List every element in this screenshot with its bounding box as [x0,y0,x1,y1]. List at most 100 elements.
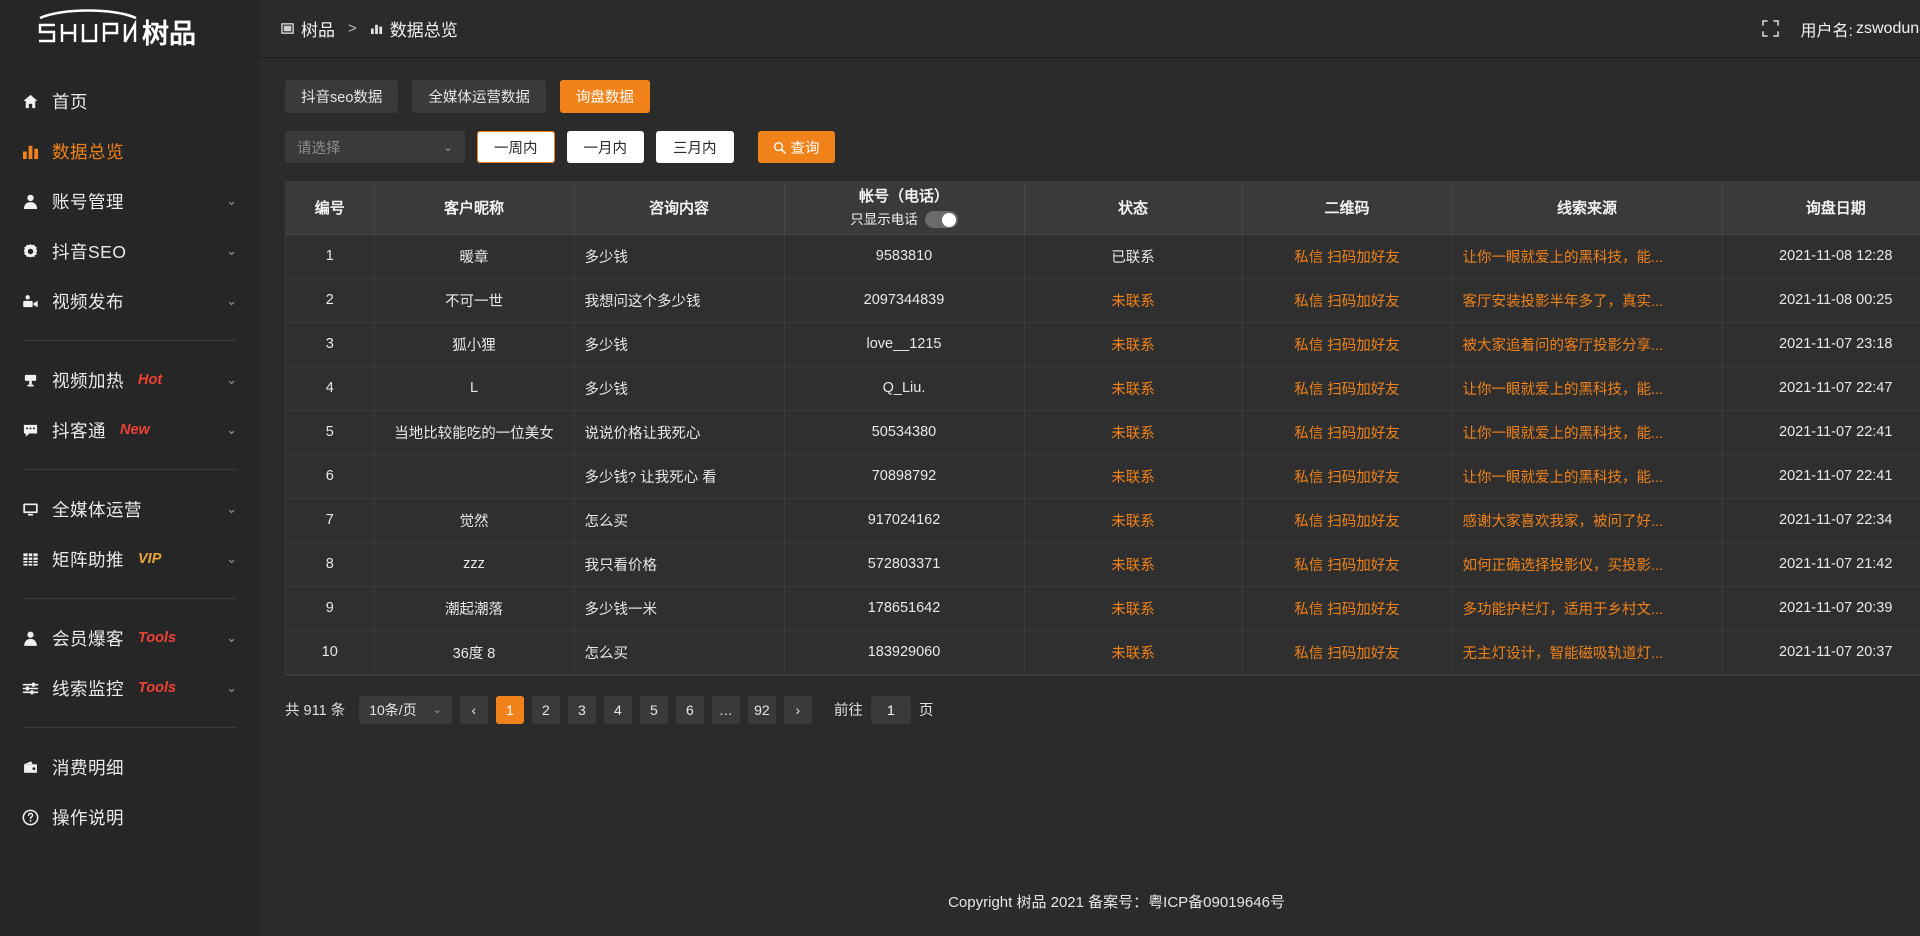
pagination-page-2[interactable]: 2 [531,695,560,724]
user-label: 用户名: [1800,22,1853,40]
table-body: 1 暖章 多少钱 9583810 已联系 私信 扫码加好友 让你一眼就爱上的黑科技，能...… [286,234,1920,675]
sidebar-item-6[interactable]: 抖客通 New ⌄ [0,405,259,455]
table-row: 2 不可一世 我想问这个多少钱 2097344839 未联系 私信 扫码加好友 客厅安装投影… [286,278,1920,323]
phone-only-toggle[interactable] [924,211,958,229]
cell-source[interactable]: 让你一眼就爱上的黑科技，能... [1452,454,1723,499]
sidebar-item-3[interactable]: 抖音SEO ⌄ [0,226,259,276]
pagination-page-3[interactable]: 3 [567,695,596,724]
search-button[interactable]: 查询 [757,131,835,163]
select-account[interactable]: 请选择 ⌄ [285,131,465,163]
sidebar-divider [22,598,237,599]
sidebar-item-badge: New [120,422,150,438]
sidebar-item-10[interactable]: 线索监控 Tools ⌄ [0,663,259,713]
sidebar-item-label: 视频加热 [52,370,124,391]
pagination-goto-label: 前往 [833,703,863,719]
member-icon [22,630,48,647]
cell-date: 2021-11-07 22:41 [1722,410,1920,455]
pagination-page-5[interactable]: 5 [639,695,668,724]
user-name: zswodun88 [1855,19,1920,37]
cell-qrcode[interactable]: 私信 扫码加好友 [1242,542,1453,587]
brand-logo[interactable]: 树品 [0,0,259,58]
cell-source[interactable]: 让你一眼就爱上的黑科技，能... [1452,234,1723,279]
cell-status: 未联系 [1024,278,1243,323]
sidebar-item-label: 视频发布 [52,291,124,312]
cell-source[interactable]: 感谢大家喜欢我家，被问了好... [1452,498,1723,543]
cell-qrcode[interactable]: 私信 扫码加好友 [1242,322,1453,367]
cell-status: 未联系 [1024,454,1243,499]
cell-nickname: 觉然 [374,498,575,543]
pagination-page-6[interactable]: 6 [675,695,704,724]
cell-source[interactable]: 多功能护栏灯，适用于乡村文... [1452,586,1723,631]
cell-status: 未联系 [1024,322,1243,367]
cell-source[interactable]: 被大家追着问的客厅投影分享... [1452,322,1723,367]
cell-nickname: 不可一世 [374,278,575,323]
cell-qrcode[interactable]: 私信 扫码加好友 [1242,498,1453,543]
cell-qrcode[interactable]: 私信 扫码加好友 [1242,630,1453,675]
chevron-down-icon: ⌄ [432,704,442,716]
cell-question: 多少钱? 让我死心 看 [574,454,785,499]
pagination-page-4[interactable]: 4 [603,695,632,724]
dataset-tab-1[interactable]: 全媒体运营数据 [412,80,546,113]
page-size-select[interactable]: 10条/页 ⌄ [359,695,452,724]
sidebar-item-0[interactable]: 首页 [0,76,259,126]
table-head: 编号 客户昵称 咨询内容 帐号（电话） 只显示电话 状态 [286,182,1920,235]
cell-source[interactable]: 让你一眼就爱上的黑科技，能... [1452,366,1723,411]
pagination-page-92[interactable]: 92 [747,695,776,724]
cell-source[interactable]: 客厅安装投影半年多了，真实... [1452,278,1723,323]
pagination-page-1[interactable]: 1 [495,695,524,724]
col-question: 咨询内容 [574,182,785,235]
chevron-down-icon: ⌄ [226,243,237,258]
range-button-2[interactable]: 三月内 [656,131,734,163]
sidebar-item-label: 线索监控 [52,678,124,699]
app-square-icon [281,23,294,34]
cell-question: 多少钱 [574,234,785,279]
cell-no: 7 [286,498,375,543]
sidebar-item-7[interactable]: 全媒体运营 ⌄ [0,484,259,534]
cell-account: 917024162 [784,498,1025,543]
gear-icon [22,243,48,260]
dataset-tab-2[interactable]: 询盘数据 [559,80,650,113]
cell-status: 未联系 [1024,410,1243,455]
pagination-next[interactable]: › [783,695,812,724]
cell-date: 2021-11-07 21:42 [1722,542,1920,587]
cell-qrcode[interactable]: 私信 扫码加好友 [1242,234,1453,279]
cell-qrcode[interactable]: 私信 扫码加好友 [1242,586,1453,631]
breadcrumb-item-app[interactable]: 树品 [281,16,335,41]
sidebar-item-8[interactable]: 矩阵助推 VIP ⌄ [0,534,259,584]
sidebar-item-2[interactable]: 账号管理 ⌄ [0,176,259,226]
cell-nickname: 狐小狸 [374,322,575,367]
cell-qrcode[interactable]: 私信 扫码加好友 [1242,278,1453,323]
pagination-prev[interactable]: ‹ [459,695,488,724]
cell-qrcode[interactable]: 私信 扫码加好友 [1242,454,1453,499]
sidebar-item-1[interactable]: 数据总览 [0,126,259,176]
sidebar-item-11[interactable]: 消费明细 [0,742,259,792]
search-button-label: 查询 [790,140,820,157]
pagination-page-…[interactable]: … [711,695,740,724]
cell-account: 2097344839 [784,278,1025,323]
sidebar-item-12[interactable]: 操作说明 [0,792,259,842]
sidebar-item-4[interactable]: 视频发布 ⌄ [0,276,259,326]
fullscreen-icon[interactable] [1761,20,1779,37]
footer-text: Copyright 树品 2021 备案号：粤ICP备09019646号 [948,894,1285,911]
pagination-goto-input[interactable] [870,695,911,724]
dataset-tab-0[interactable]: 抖音seo数据 [285,80,399,113]
col-nickname: 客户昵称 [374,182,575,235]
cell-source[interactable]: 无主灯设计，智能磁吸轨道灯... [1452,630,1723,675]
sidebar-item-9[interactable]: 会员爆客 Tools ⌄ [0,613,259,663]
sidebar-item-5[interactable]: 视频加热 Hot ⌄ [0,355,259,405]
sidebar: 树品 首页数据总览账号管理 ⌄ 抖音SEO ⌄ 视频发布 ⌄ 视频加热 Hot ⌄ 抖客通 New ⌄… [0,0,259,936]
cell-source[interactable]: 让你一眼就爱上的黑科技，能... [1452,410,1723,455]
footer: Copyright 树品 2021 备案号：粤ICP备09019646号 [259,891,1920,936]
sidebar-item-label: 数据总览 [52,141,124,162]
cell-no: 3 [286,322,375,367]
range-button-1[interactable]: 一月内 [566,131,644,163]
cell-qrcode[interactable]: 私信 扫码加好友 [1242,410,1453,455]
user-menu[interactable]: 用户名: zswodun88 ⌄ [1801,17,1920,41]
sidebar-item-label: 抖客通 [52,420,106,441]
cell-qrcode[interactable]: 私信 扫码加好友 [1242,366,1453,411]
sidebar-item-label: 消费明细 [52,757,124,778]
range-button-0[interactable]: 一周内 [477,131,555,163]
page-size-value: 10条/页 [369,701,417,718]
cell-source[interactable]: 如何正确选择投影仪，买投影... [1452,542,1723,587]
